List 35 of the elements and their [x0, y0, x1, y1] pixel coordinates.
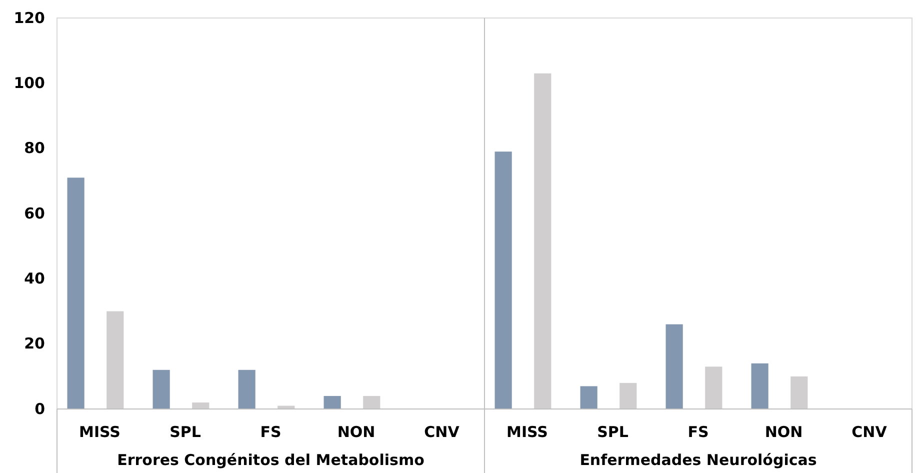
x-tick-label: SPL — [597, 423, 629, 441]
x-tick-label: NON — [337, 423, 376, 441]
bar — [106, 311, 124, 409]
x-tick-label: CNV — [424, 423, 460, 441]
bar — [751, 363, 768, 409]
bar — [620, 382, 637, 409]
x-tick-label: MISS — [79, 423, 120, 441]
x-tick-label: FS — [688, 423, 709, 441]
bar — [494, 152, 512, 409]
bar — [705, 366, 722, 409]
bar — [534, 73, 552, 409]
x-tick-label: FS — [260, 423, 282, 441]
y-tick-label: 80 — [24, 139, 45, 158]
text: Enfermedades Neurológicas — [580, 451, 817, 469]
y-tick-label: 0 — [34, 400, 45, 418]
x-tick-label: MISS — [506, 423, 548, 441]
text: Errores Congénitos del Metabolismo — [117, 451, 424, 469]
bar — [192, 402, 210, 409]
bar — [324, 396, 341, 409]
bar — [363, 396, 380, 409]
y-tick-label: 20 — [24, 334, 45, 353]
x-tick-label: NON — [764, 423, 803, 441]
bar — [666, 324, 683, 409]
y-tick-label: 60 — [24, 204, 45, 222]
bar — [152, 370, 170, 409]
y-tick-label: 120 — [14, 8, 45, 27]
y-tick-label: 40 — [24, 269, 45, 288]
x-tick-label: CNV — [852, 423, 888, 441]
x-tick-label: SPL — [170, 423, 202, 441]
bar — [238, 370, 256, 409]
bar — [67, 178, 84, 409]
bar — [278, 406, 295, 409]
bar — [580, 386, 598, 409]
bar — [790, 376, 808, 409]
y-tick-label: 100 — [14, 74, 45, 92]
